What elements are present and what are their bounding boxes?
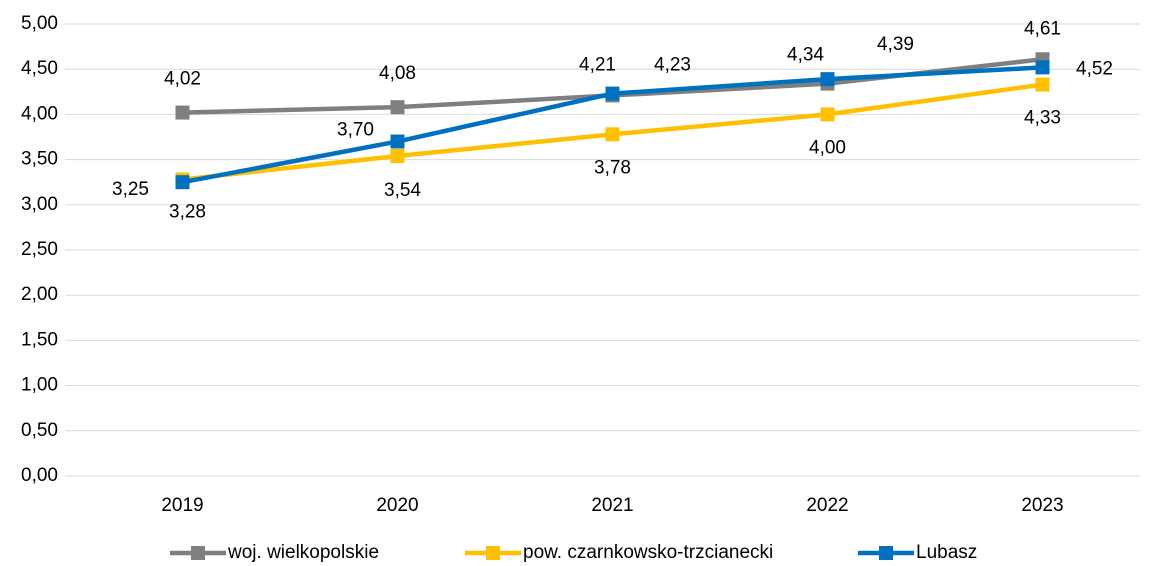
data-label: 4,52 [1076, 58, 1113, 79]
data-label: 4,21 [579, 54, 616, 75]
y-tick-label: 4,00 [21, 103, 58, 124]
y-tick-label: 3,50 [21, 149, 58, 170]
data-label: 3,70 [337, 120, 374, 141]
y-tick-label: 0,00 [21, 465, 58, 486]
data-label: 3,78 [594, 157, 631, 178]
legend-label: Lubasz [916, 542, 977, 563]
data-label: 3,28 [169, 202, 206, 223]
y-tick-label: 0,50 [21, 420, 58, 441]
legend-marker [486, 546, 500, 560]
y-tick-label: 2,00 [21, 284, 58, 305]
marker [175, 105, 190, 120]
y-tick-label: 1,50 [21, 329, 58, 350]
y-tick-label: 1,00 [21, 375, 58, 396]
marker [1035, 60, 1050, 75]
legend-marker [191, 546, 205, 560]
data-label: 4,33 [1024, 108, 1061, 129]
x-tick-label: 2023 [1021, 495, 1063, 516]
marker [390, 148, 405, 163]
x-tick-label: 2020 [376, 495, 418, 516]
marker [390, 100, 405, 115]
x-tick-label: 2021 [591, 495, 633, 516]
marker [175, 175, 190, 190]
marker [820, 107, 835, 122]
legend-marker [879, 546, 893, 560]
data-label: 4,00 [809, 137, 846, 158]
marker [605, 86, 620, 101]
data-label: 4,39 [877, 34, 914, 55]
data-label: 4,61 [1024, 18, 1061, 39]
marker [605, 127, 620, 142]
legend-label: woj. wielkopolskie [227, 542, 379, 563]
y-tick-label: 4,50 [21, 58, 58, 79]
y-tick-label: 5,00 [21, 13, 58, 34]
x-tick-label: 2022 [806, 495, 848, 516]
y-tick-label: 2,50 [21, 239, 58, 260]
data-label: 4,23 [654, 55, 691, 76]
data-label: 3,54 [384, 180, 421, 201]
data-label: 4,08 [379, 63, 416, 84]
data-label: 3,25 [112, 179, 149, 200]
marker [390, 134, 405, 149]
x-tick-label: 2019 [161, 495, 203, 516]
marker [820, 72, 835, 87]
legend-label: pow. czarnkowsko-trzcianecki [523, 542, 773, 563]
y-tick-label: 3,00 [21, 194, 58, 215]
data-label: 4,02 [164, 69, 201, 90]
marker [1035, 77, 1050, 92]
data-label: 4,34 [787, 45, 824, 66]
